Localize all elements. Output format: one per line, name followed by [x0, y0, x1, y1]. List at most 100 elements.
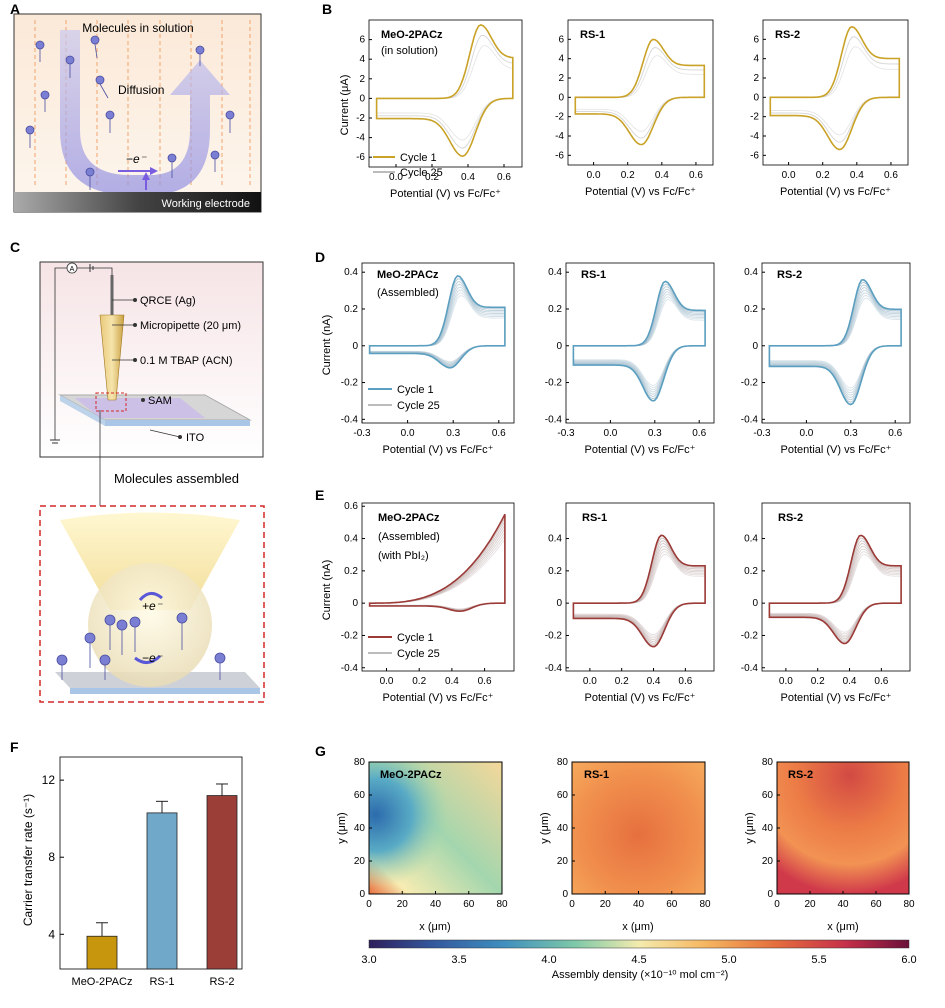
g-title-rs2: RS-2: [788, 769, 813, 781]
g-ylabel-1: y (μm): [336, 812, 348, 843]
x-tick-label: RS-1: [149, 976, 174, 988]
x-tick-label: 0.0: [380, 676, 394, 687]
colorbar-tick: 5.0: [721, 954, 736, 966]
x-tick-label: 0.6: [888, 428, 902, 439]
y-tick-label: -0.2: [341, 630, 359, 641]
cv-curve: [369, 530, 506, 611]
x-axis-label: Potential (V) vs Fc/Fc⁺: [383, 692, 494, 704]
y-tick-label: 2: [359, 74, 365, 85]
cv-title: RS-1: [582, 512, 607, 524]
x-axis-label: Potential (V) vs Fc/Fc⁺: [390, 188, 501, 200]
y-tick-label: 0: [562, 889, 568, 900]
cv-d-0: -0.3 0.0 0.3 0.6 -0.4 -0.2 0 0.2 0.4 Potential (V…: [341, 262, 515, 456]
y-tick-label: 20: [557, 856, 569, 867]
x-tick-label: 40: [430, 899, 442, 910]
x-axis-label: Potential (V) vs Fc/Fc⁺: [585, 186, 696, 198]
g-xlabel-3: x (μm): [827, 921, 858, 933]
y-tick-label: -0.2: [545, 630, 563, 641]
x-tick-label: -0.3: [557, 428, 575, 439]
y-tick-label: 40: [557, 823, 569, 834]
y-tick-label: 2: [558, 73, 564, 84]
y-tick-label: 0.4: [344, 534, 358, 545]
y-tick-label: -0.2: [341, 378, 359, 389]
y-tick-label: 0.4: [744, 267, 758, 278]
b-ylabel: Current (μA): [339, 75, 351, 136]
y-tick-label: 0.2: [548, 566, 562, 577]
y-tick-label: 6: [558, 34, 564, 45]
plot-frame: [361, 502, 515, 672]
cv-subtitle: (Assembled): [377, 287, 439, 299]
x-axis-label: Potential (V) vs Fc/Fc⁺: [781, 444, 892, 456]
svg-text:A: A: [70, 266, 75, 273]
y-tick-label: -0.4: [341, 414, 359, 425]
cv-b-1: 0.0 0.2 0.4 0.6 -6 -4 -2 0 2 4 6 Potential (V) vs F…: [555, 19, 714, 198]
x-tick-label: 0.4: [850, 170, 864, 181]
sam-label: SAM: [148, 395, 172, 407]
x-tick-label: 20: [397, 899, 409, 910]
x-tick-label: 0.2: [425, 172, 439, 183]
cv-curve: [574, 55, 705, 132]
y-tick-label: 4: [359, 54, 365, 65]
cv-curve: [768, 545, 902, 638]
y-tick-label: -0.4: [741, 414, 759, 425]
y-tick-label: -6: [356, 152, 365, 163]
plot-frame: [567, 19, 714, 166]
diffusion-label: Diffusion: [118, 83, 164, 97]
x-tick-label: 0.6: [678, 676, 692, 687]
cv-subtitle: (in solution): [381, 45, 438, 57]
cv-e-1: 0.0 0.2 0.4 0.6 -0.4 -0.2 0 0.2 0.4 Potential (V)…: [545, 502, 715, 704]
electrode-label: Working electrode: [162, 198, 250, 210]
cv-curve: [369, 534, 506, 610]
heatmap-rs2: [777, 762, 909, 894]
panel-label-f: F: [10, 739, 19, 755]
x-tick-label: 0.6: [884, 170, 898, 181]
x-tick-label: 0.3: [648, 428, 662, 439]
x-tick-label: 60: [666, 899, 678, 910]
legend-cycle25: Cycle 25: [397, 400, 440, 412]
y-tick-label: -4: [356, 133, 365, 144]
y-tick-label: -0.4: [341, 663, 359, 674]
y-tick-label: 6: [753, 34, 759, 45]
y-tick-label: -0.4: [545, 663, 563, 674]
x-tick-label: 0.0: [389, 172, 403, 183]
colorbar-tick: 6.0: [901, 954, 916, 966]
y-tick-label: 0: [556, 341, 562, 352]
y-tick-label: 8: [48, 850, 55, 864]
y-tick-label: 4: [558, 54, 564, 65]
x-tick-label: 0.4: [461, 172, 475, 183]
y-tick-label: -2: [356, 113, 365, 124]
x-tick-label: 40: [633, 899, 645, 910]
x-tick-label: 80: [496, 899, 508, 910]
cv-curve: [574, 38, 706, 146]
pipette-label: Micropipette (20 μm): [140, 320, 241, 332]
cv-e-0: 0.0 0.2 0.4 0.6 -0.4 -0.2 0 0.2 0.4 0.6 Potential …: [341, 501, 515, 704]
y-tick-label: 6: [359, 35, 365, 46]
x-tick-label: 0.0: [603, 428, 617, 439]
panel-label-b: B: [322, 1, 332, 17]
y-tick-label: 0.2: [344, 304, 358, 315]
x-tick-label: 0.4: [445, 676, 459, 687]
cv-curve: [574, 47, 705, 139]
solution-label: Molecules in solution: [82, 21, 193, 35]
g-ylabel-3: y (μm): [744, 812, 756, 843]
x-axis-label: Potential (V) vs Fc/Fc⁺: [585, 692, 696, 704]
y-tick-label: 0: [767, 889, 773, 900]
y-tick-label: 40: [354, 823, 366, 834]
cv-d-2: -0.3 0.0 0.3 0.6 -0.4 -0.2 0 0.2 0.4 Potential (V…: [741, 262, 911, 456]
x-tick-label: 60: [870, 899, 882, 910]
x-tick-label: 20: [600, 899, 612, 910]
x-tick-label: 40: [837, 899, 849, 910]
bar-chart-f: 4 8 12 MeO-2PACz RS-1 RS-2: [42, 756, 243, 988]
y-tick-label: -6: [750, 150, 759, 161]
cv-curve: [375, 24, 514, 158]
y-tick-label: -2: [555, 112, 564, 123]
cv-curve: [768, 543, 902, 640]
panel-label-d: D: [315, 249, 325, 265]
x-tick-label: 0.6: [692, 428, 706, 439]
colorbar-tick: 4.0: [541, 954, 556, 966]
colorbar-tick: 4.5: [631, 954, 646, 966]
cv-curve: [368, 274, 506, 369]
heatmap-rs1: [572, 762, 705, 894]
x-tick-label: 60: [463, 899, 475, 910]
x-axis-label: Potential (V) vs Fc/Fc⁺: [781, 692, 892, 704]
